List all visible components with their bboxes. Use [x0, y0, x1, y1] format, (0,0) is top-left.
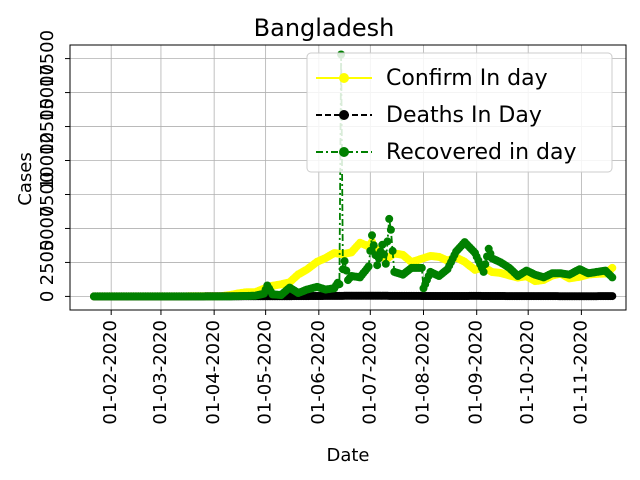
legend-label: Recovered in day — [386, 140, 577, 165]
data-point — [417, 263, 426, 272]
legend: Confirm In day Deaths In Day Recovered in … — [306, 52, 613, 173]
legend-label: Deaths In Day — [386, 103, 542, 128]
y-tick-label: 15000 — [37, 64, 58, 121]
y-tick-label: 12500 — [37, 98, 58, 155]
x-tick-label: 01-08-2020 — [413, 320, 434, 425]
data-point — [335, 280, 344, 289]
y-tick-label: 0 — [37, 291, 58, 302]
series-confirm-in-day — [90, 237, 617, 301]
plot-area-frame — [69, 44, 627, 311]
x-axis-label: Date — [326, 445, 369, 466]
data-point — [388, 246, 397, 255]
x-tick-label: 01-05-2020 — [255, 320, 276, 425]
x-tick-label: 01-06-2020 — [308, 320, 329, 425]
y-tick-label: 5000 — [37, 206, 58, 252]
y-tick-label: 2500 — [37, 240, 58, 286]
data-point — [380, 250, 388, 259]
legend-marker — [339, 147, 349, 157]
data-point — [369, 241, 378, 250]
y-tick-label: 17500 — [37, 30, 58, 87]
data-point — [608, 263, 617, 272]
series-recovered-in-day — [90, 50, 617, 301]
data-point — [381, 259, 390, 268]
x-tick-label: 01-11-2020 — [570, 320, 591, 425]
data-point — [608, 292, 617, 301]
legend-label: Confirm In day — [386, 66, 548, 91]
data-point — [481, 260, 490, 269]
data-point — [364, 262, 373, 271]
data-point — [608, 273, 617, 282]
plot-series — [90, 50, 617, 301]
legend-marker — [339, 110, 349, 120]
data-point — [340, 257, 349, 266]
legend-box — [306, 52, 613, 173]
x-axis: 01-02-2020 01-03-2020 01-04-2020 01-05-2020… — [100, 310, 591, 425]
x-tick-label: 01-03-2020 — [150, 320, 171, 425]
chart-title: Bangladesh — [254, 14, 395, 42]
x-tick-label: 01-02-2020 — [100, 320, 121, 425]
data-point — [373, 261, 382, 270]
y-tick-label: 10000 — [37, 132, 58, 189]
legend-marker — [339, 73, 349, 83]
y-axis-label: Cases — [15, 152, 36, 205]
y-tick-label: 7500 — [37, 172, 58, 218]
x-tick-label: 01-04-2020 — [203, 320, 224, 425]
x-tick-label: 01-07-2020 — [359, 320, 380, 425]
data-point — [383, 237, 392, 246]
x-tick-label: 01-09-2020 — [466, 320, 487, 425]
data-point — [386, 225, 395, 234]
data-point — [385, 214, 394, 223]
data-point — [479, 267, 488, 276]
data-point — [368, 231, 376, 240]
data-point — [342, 266, 351, 275]
x-tick-label: 01-10-2020 — [517, 320, 538, 425]
